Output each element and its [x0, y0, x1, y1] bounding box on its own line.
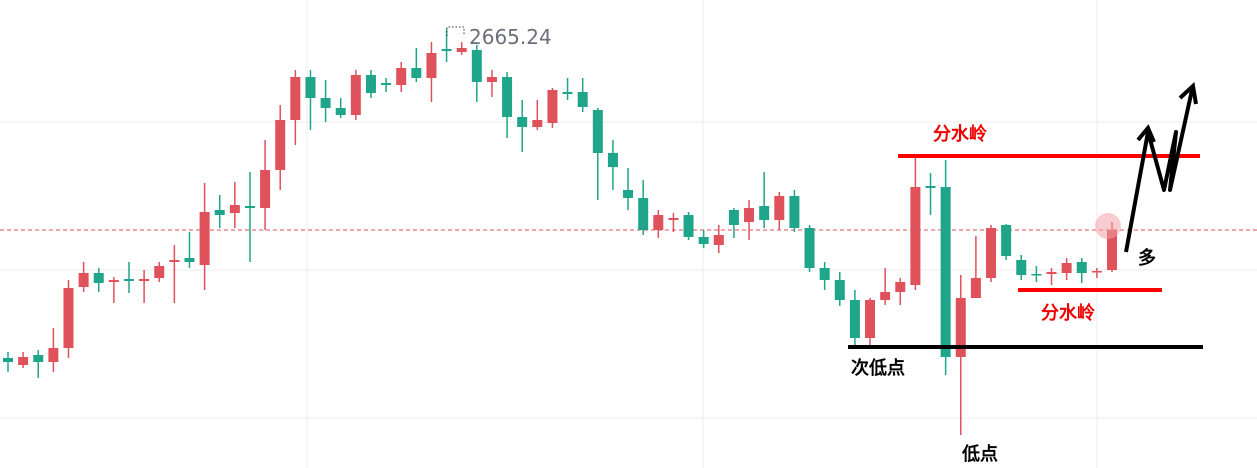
label-bracket: [446, 26, 465, 36]
annotation: 多: [1138, 247, 1156, 269]
candle-body: [804, 228, 815, 268]
candle-body: [834, 280, 845, 300]
arrow-head: [1178, 82, 1198, 105]
candle-body: [1076, 262, 1087, 273]
candle-body: [1061, 263, 1072, 273]
candle-body: [18, 357, 29, 365]
candle-body: [653, 215, 664, 230]
candle-body: [350, 75, 361, 115]
candle-body: [744, 208, 755, 222]
candle-body: [169, 260, 180, 262]
candle-body: [668, 218, 679, 220]
trend-arrow: [1124, 89, 1194, 253]
candle-body: [139, 279, 150, 281]
candle-body: [320, 98, 331, 108]
candle-body: [910, 187, 921, 285]
candle-body: [547, 90, 558, 123]
highlight-glow: [1095, 213, 1121, 239]
candle-body: [63, 288, 74, 348]
candle-body: [1016, 260, 1027, 275]
candle-body: [199, 212, 210, 265]
candle-body: [1107, 230, 1117, 270]
arrow-head: [1136, 124, 1156, 143]
candle-body: [108, 280, 119, 282]
candle-body: [774, 196, 785, 220]
candles: [3, 28, 1117, 435]
candle-body: [305, 77, 316, 98]
candle-body: [486, 77, 497, 82]
candle-body: [532, 120, 543, 127]
candle-body: [562, 92, 573, 94]
candle-body: [48, 348, 59, 362]
candle-body: [865, 300, 876, 338]
candle-body: [3, 358, 13, 362]
annotation: 分水岭: [933, 123, 987, 145]
candle-body: [638, 198, 649, 230]
candle-body: [970, 278, 981, 298]
candle-body: [713, 235, 724, 245]
candle-body: [290, 77, 301, 120]
candle-body: [33, 355, 44, 362]
candle-body: [925, 186, 936, 188]
candle-body: [789, 196, 800, 228]
candle-body: [244, 206, 255, 208]
candle-body: [93, 273, 104, 283]
candle-body: [819, 268, 830, 280]
candle-body: [214, 210, 225, 215]
candle-body: [592, 110, 603, 153]
candle-body: [986, 228, 997, 278]
annotation: 次低点: [851, 357, 905, 379]
candle-body: [880, 292, 891, 300]
candle-body: [365, 75, 376, 93]
candle-body: [955, 298, 966, 357]
candle-body: [1031, 274, 1042, 276]
candle-body: [623, 190, 634, 198]
candle-body: [502, 77, 513, 117]
candle-body: [381, 83, 392, 85]
candle-body: [396, 68, 407, 85]
candle-body: [426, 53, 437, 78]
candle-body: [698, 237, 709, 244]
candle-body: [728, 210, 739, 225]
candle-body: [895, 282, 906, 292]
candle-body: [184, 258, 195, 262]
candle-body: [683, 215, 694, 237]
candle-body: [607, 153, 618, 167]
high-price-label: 2665.24: [469, 25, 552, 49]
candle-body: [123, 279, 134, 281]
candle-body: [471, 50, 482, 82]
candle-body: [577, 92, 588, 107]
candle-body: [849, 300, 860, 338]
candle-body: [78, 273, 89, 287]
candle-body: [940, 187, 951, 357]
candle-body: [1091, 271, 1102, 273]
annotation: 分水岭: [1041, 302, 1095, 324]
candle-body: [759, 206, 770, 220]
candle-body: [1046, 272, 1057, 274]
candle-body: [229, 205, 240, 213]
candle-body: [441, 49, 452, 51]
candle-body: [260, 170, 271, 208]
candle-body: [335, 108, 346, 115]
candle-body: [456, 48, 467, 52]
candle-body: [154, 266, 165, 278]
candle-body: [411, 68, 422, 78]
annotation: 低点: [961, 443, 998, 465]
candle-body: [1001, 225, 1012, 256]
candle-body: [275, 120, 286, 170]
candle-body: [517, 117, 528, 127]
